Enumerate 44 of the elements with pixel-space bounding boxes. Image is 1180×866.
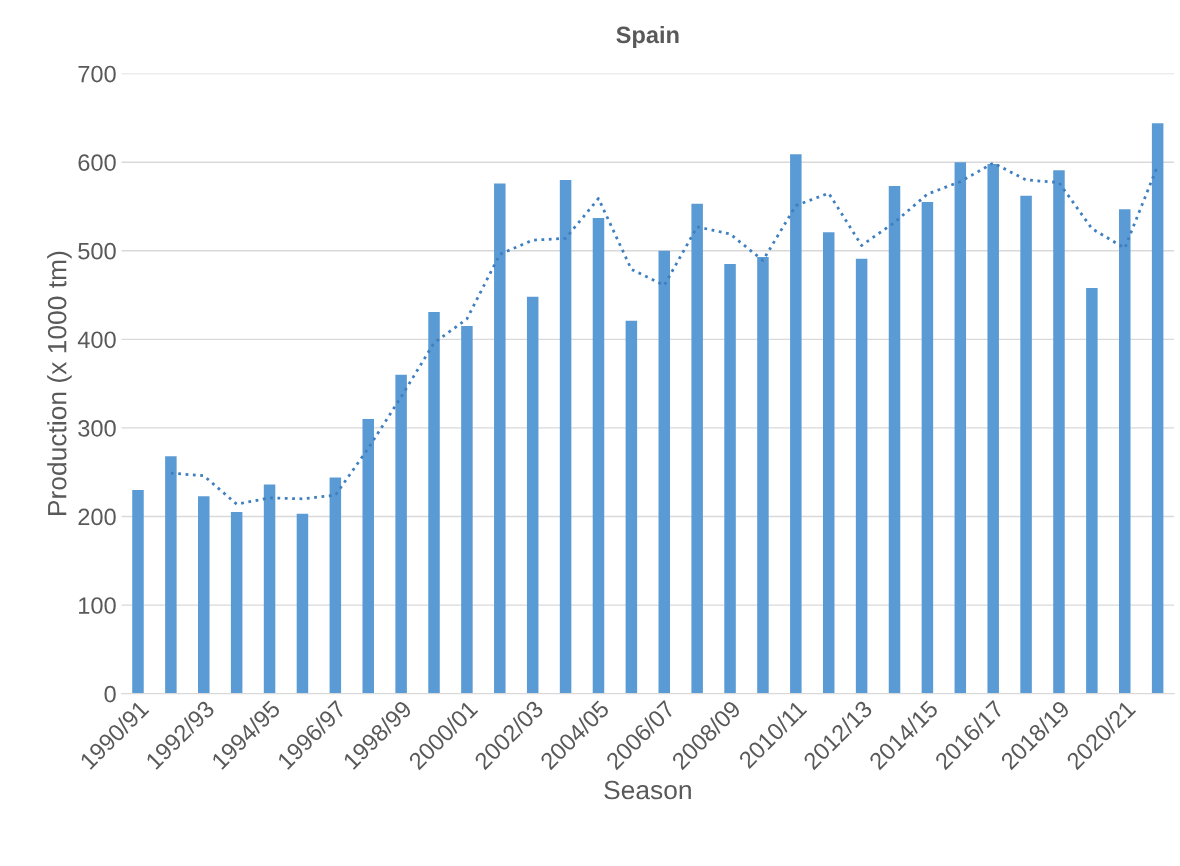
bar <box>132 489 144 694</box>
bar <box>790 154 802 694</box>
y-tick-label: 300 <box>78 420 116 437</box>
bar <box>921 202 934 694</box>
bar <box>362 419 374 694</box>
bar <box>987 163 999 694</box>
y-axis-title: Production (x 1000 tm) <box>47 251 72 515</box>
y-tick-label: 0 <box>104 685 116 703</box>
bar <box>658 250 671 694</box>
bar <box>329 477 342 694</box>
bar <box>625 320 638 694</box>
bar <box>461 326 473 694</box>
bar <box>888 186 901 694</box>
bar <box>230 512 243 694</box>
bar <box>822 232 835 694</box>
bar <box>198 496 210 694</box>
bar <box>165 456 177 694</box>
bar <box>263 484 276 694</box>
y-tick-label: 200 <box>78 508 116 526</box>
x-axis-title: Season <box>604 780 691 800</box>
y-tick-label: 700 <box>78 65 116 83</box>
bar <box>296 513 309 694</box>
bar <box>1151 123 1164 694</box>
bar <box>757 256 769 694</box>
bar <box>395 374 407 694</box>
bar <box>494 183 506 694</box>
y-tick-label: 500 <box>78 242 116 260</box>
bar <box>724 264 736 694</box>
bar <box>1053 170 1065 694</box>
y-tick-label: 600 <box>78 154 116 171</box>
bar <box>559 179 572 694</box>
bar <box>954 162 967 694</box>
y-tick-label: 100 <box>79 597 116 614</box>
bar <box>428 311 440 694</box>
bar <box>1086 287 1098 694</box>
bar <box>526 296 539 694</box>
bar <box>1119 209 1131 694</box>
chart-title: Spain <box>616 25 679 48</box>
bar <box>855 258 868 694</box>
bar <box>1020 195 1032 694</box>
bar <box>592 217 605 694</box>
y-tick-label: 400 <box>77 331 116 349</box>
line-series <box>169 161 1160 506</box>
bar <box>691 203 703 694</box>
